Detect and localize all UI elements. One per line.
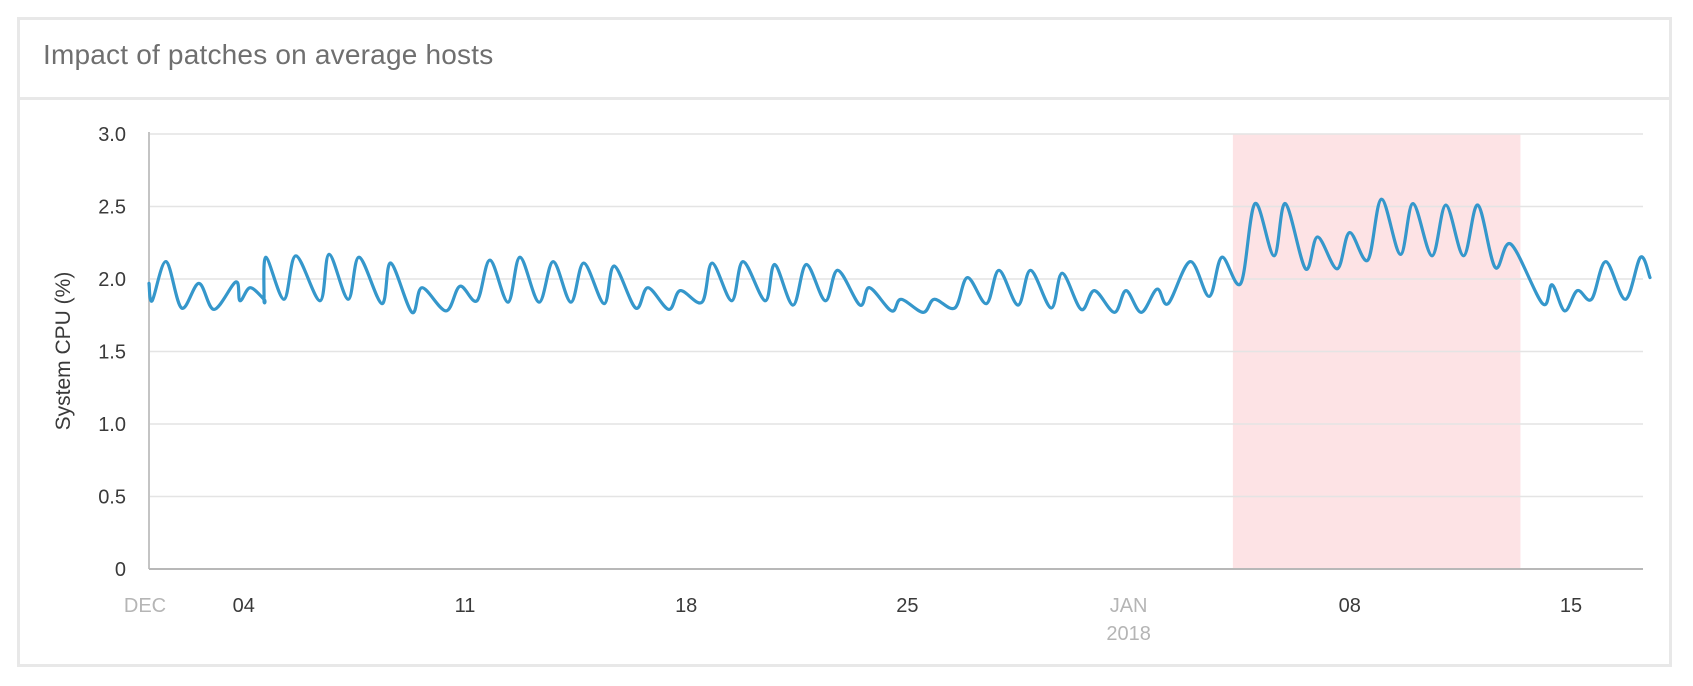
x-tick-label: JAN xyxy=(1110,595,1148,617)
x-tick-label: 15 xyxy=(1560,595,1582,617)
series-line[interactable] xyxy=(147,197,1652,315)
y-tick-label: 0.5 xyxy=(98,487,126,509)
y-tick-label: 3.0 xyxy=(98,124,126,146)
x-tick-label: 25 xyxy=(896,595,918,617)
x-tick-label: DEC xyxy=(124,595,166,617)
x-tick-sublabel: 2018 xyxy=(1106,623,1151,645)
x-tick-label: 11 xyxy=(455,595,476,617)
y-axis-ticks: 0 0.5 1.0 1.5 2.0 2.5 3.0 xyxy=(98,124,126,581)
y-tick-label: 0 xyxy=(115,559,126,581)
x-tick-label: 18 xyxy=(675,595,697,617)
x-axis-ticks: DEC 04 11 18 25 JAN 2018 08 15 xyxy=(124,595,1582,645)
y-tick-label: 2.0 xyxy=(98,269,126,291)
x-tick-label: 04 xyxy=(233,595,255,617)
axes xyxy=(148,132,1643,570)
chart-title: Impact of patches on average hosts xyxy=(43,39,494,70)
y-tick-label: 1.0 xyxy=(98,414,126,436)
data-line[interactable] xyxy=(147,197,1652,315)
y-axis-label: System CPU (%) xyxy=(52,272,75,431)
card-header: Impact of patches on average hosts xyxy=(20,20,1669,100)
y-tick-label: 2.5 xyxy=(98,197,126,219)
x-tick-label: 08 xyxy=(1339,595,1361,617)
y-tick-label: 1.5 xyxy=(98,342,126,364)
